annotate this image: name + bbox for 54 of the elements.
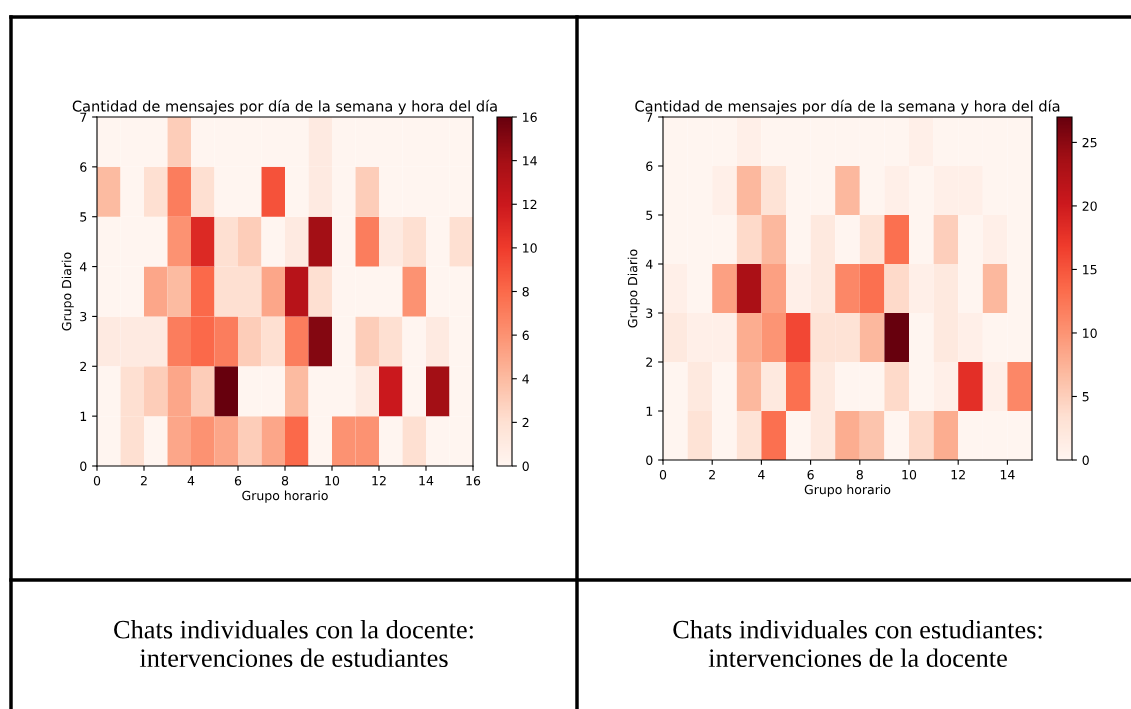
- x-tick-label: 2: [709, 469, 715, 480]
- text: Chats individuales con la docente: intervenciones de estudiantes: [114, 620, 473, 668]
- y-tick-label: 4: [79, 262, 87, 272]
- x-tick-label: 8: [281, 475, 289, 486]
- x-tick-label: 8: [856, 469, 863, 480]
- x-tick-label: 10: [325, 475, 340, 486]
- text: Chats individuales con estudiantes: intervenciones de la docente: [673, 620, 1042, 668]
- y-tick-label: 1: [80, 411, 87, 421]
- color-bar-label: 14: [523, 156, 537, 166]
- color-bar-label: 20: [1082, 201, 1097, 211]
- color-bar-label: 0: [1082, 455, 1089, 465]
- y-axis-title: Grupo Diario: [61, 252, 74, 331]
- color-bar-label: 16: [523, 112, 537, 122]
- x-tick-label: 12: [372, 475, 386, 486]
- y-tick-label: 5: [80, 212, 87, 222]
- color-bar-label: 8: [522, 286, 529, 297]
- x-tick-label: 6: [807, 469, 814, 480]
- color-bar-label: 25: [1082, 137, 1097, 148]
- x-tick-label: 12: [951, 469, 965, 480]
- color-bar-label: 4: [522, 374, 529, 384]
- x-tick-label: 6: [234, 475, 242, 486]
- x-tick-label: 0: [93, 475, 101, 486]
- x-tick-label: 0: [659, 469, 667, 480]
- y-tick-label: 7: [80, 112, 87, 122]
- color-bar-label: 10: [1083, 328, 1097, 338]
- color-bar-label: 6: [522, 330, 529, 341]
- x-tick-label: 2: [140, 475, 147, 486]
- x-tick-label: 10: [902, 469, 917, 480]
- x-axis-title: Grupo horario: [804, 484, 891, 497]
- color-bar-label: 5: [1082, 392, 1089, 402]
- y-tick-label: 2: [80, 361, 87, 372]
- color-bar-label: 2: [522, 417, 529, 428]
- y-tick-label: 3: [80, 311, 87, 322]
- x-tick-label: 16: [466, 475, 481, 486]
- y-tick-label: 4: [645, 259, 653, 269]
- y-tick-label: 6: [646, 161, 653, 171]
- color-bar-label: 15: [1083, 265, 1097, 275]
- y-tick-label: 7: [646, 112, 653, 122]
- y-tick-label: 1: [646, 406, 653, 416]
- x-tick-label: 4: [758, 470, 765, 480]
- color-bar-label: 12: [523, 199, 537, 209]
- x-tick-label: 14: [1000, 470, 1015, 480]
- y-tick-label: 0: [646, 455, 653, 465]
- color-bar-label: 0: [522, 461, 529, 471]
- x-axis-title: Grupo horario: [242, 490, 328, 503]
- y-axis-title: Grupo Diario: [627, 249, 640, 328]
- x-tick-label: 14: [419, 476, 434, 486]
- color-bar-label: 10: [523, 243, 537, 253]
- x-tick-label: 4: [187, 476, 195, 486]
- y-tick-label: 2: [646, 357, 653, 367]
- y-tick-label: 6: [80, 162, 87, 172]
- y-tick-label: 5: [646, 210, 653, 220]
- y-tick-label: 3: [646, 308, 653, 318]
- y-tick-label: 0: [80, 461, 87, 471]
